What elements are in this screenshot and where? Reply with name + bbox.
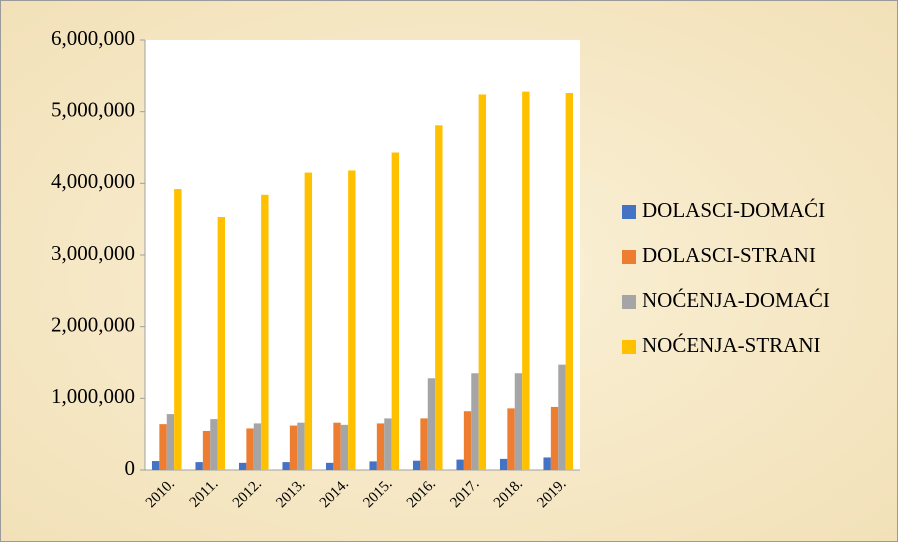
bar [522,91,530,470]
legend-label: NOĆENJA-STRANI [642,333,821,357]
bar [499,458,508,470]
bar [384,418,392,470]
bar [412,460,421,470]
legend-swatch [622,340,636,354]
bar [543,457,551,470]
bar [340,424,349,470]
bar [166,414,175,470]
bar [391,152,400,470]
bar [253,423,262,470]
bar [333,422,341,470]
bar [558,364,566,470]
bar [282,462,290,470]
bar [246,428,254,470]
legend-label: DOLASCI-DOMAĆI [642,198,825,222]
legend-swatch [622,205,636,219]
bar [238,462,247,470]
bar [427,378,436,470]
bar [550,406,559,470]
y-tick-label: 6,000,000 [51,26,135,50]
bar [261,194,269,471]
y-tick-label: 2,000,000 [51,312,135,336]
bar [369,461,377,470]
y-tick-label: 0 [125,456,136,480]
bar [420,418,428,470]
y-tick-label: 5,000,000 [51,97,135,121]
y-tick-label: 1,000,000 [51,384,135,408]
bar [565,93,574,471]
bar [463,411,472,470]
bar [217,217,226,470]
bar [348,170,356,470]
bar [159,424,167,470]
bar [478,94,487,470]
bar [325,462,334,470]
bar [210,419,218,470]
bar [376,423,385,470]
y-tick-label: 3,000,000 [51,241,135,265]
bar [514,373,523,470]
legend-swatch [622,295,636,309]
bar [304,172,313,471]
legend-swatch [622,250,636,264]
bar [174,189,182,471]
y-tick-label: 4,000,000 [51,169,135,193]
legend-label: DOLASCI-STRANI [642,243,816,267]
bar [195,462,203,470]
bar [456,459,464,470]
bar [151,461,160,470]
bar [289,425,298,470]
plot-area [145,40,580,470]
bar [435,125,443,471]
bar [202,430,211,470]
bar [297,422,305,470]
bar [507,408,515,470]
bar [471,373,479,470]
legend-label: NOĆENJA-DOMAĆI [642,288,830,312]
